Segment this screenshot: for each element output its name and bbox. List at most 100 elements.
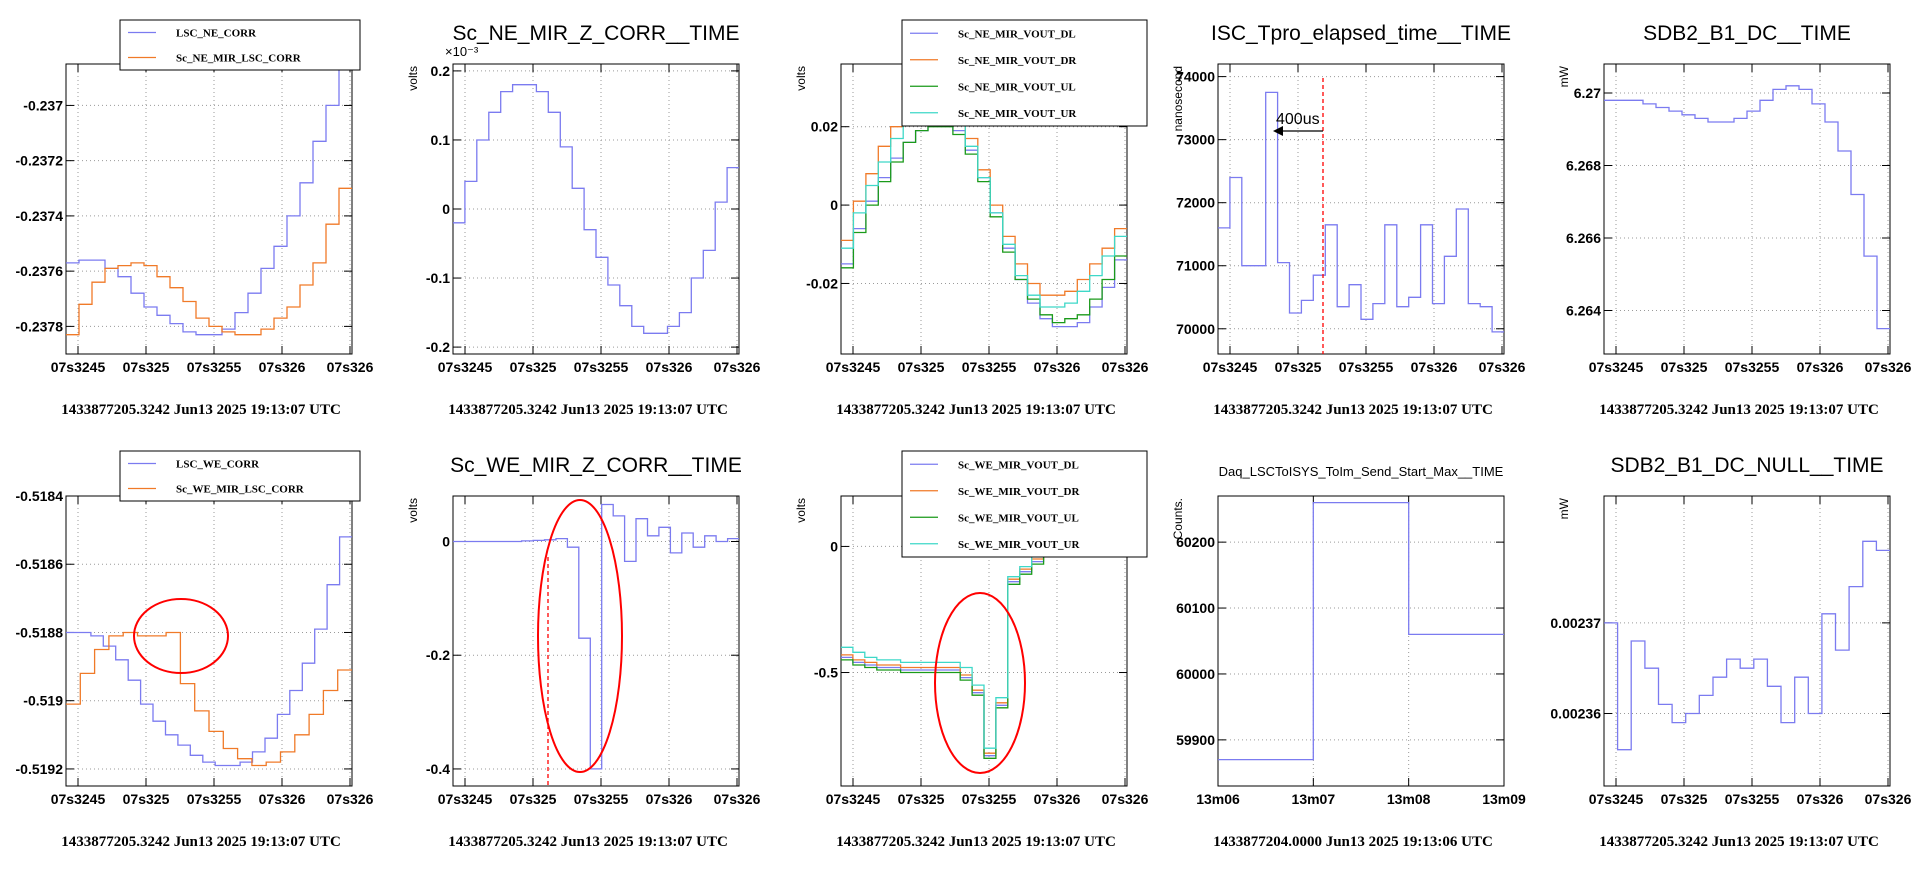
x-tick-label: 07s326 bbox=[714, 359, 761, 375]
x-tick-label: 07s326 bbox=[327, 791, 374, 807]
y-tick-label: 6.264 bbox=[1566, 303, 1601, 319]
y-tick-label: 60000 bbox=[1176, 666, 1215, 682]
x-tick-label: 07s3245 bbox=[826, 359, 881, 375]
y-tick-label: -0.02 bbox=[806, 275, 838, 291]
chart-title: ISC_Tpro_elapsed_time__TIME bbox=[1211, 22, 1511, 45]
legend-box bbox=[901, 450, 1148, 558]
series-group bbox=[1218, 91, 1504, 333]
x-tick-label: 13m09 bbox=[1482, 791, 1526, 807]
x-tick-label: 07s3255 bbox=[574, 791, 629, 807]
chart-title: Sc_WE_MIR_Z_CORR__TIME bbox=[450, 454, 742, 477]
chart-footer: 1433877205.3242 Jun13 2025 19:13:07 UTC bbox=[448, 402, 728, 418]
arrow-head bbox=[1273, 126, 1283, 136]
x-tick-label: 07s3255 bbox=[187, 791, 242, 807]
chart-10: 0.00236 0.00237 07s3245 07s325 07s3255 07s326… bbox=[1550, 454, 1911, 850]
y-tick-label: 0 bbox=[830, 538, 838, 554]
y-tick-label: 0 bbox=[830, 197, 838, 213]
chart-7: -0.4 -0.2 0 07s3245 07s325 07s3255 07s326 07s32… bbox=[406, 454, 761, 850]
y-tick-label: -0.237 bbox=[23, 97, 63, 113]
highlight-ellipse bbox=[133, 598, 229, 674]
x-tick-label: 07s325 bbox=[123, 791, 170, 807]
chart-footer: 1433877205.3242 Jun13 2025 19:13:07 UTC bbox=[1599, 834, 1879, 850]
legend-label: Sc_WE_MIR_VOUT_UL bbox=[958, 512, 1079, 524]
y-tick-label: -0.5192 bbox=[16, 761, 64, 777]
series-group bbox=[1604, 540, 1890, 751]
plot-frame bbox=[1217, 495, 1505, 787]
y-tick-label: -0.2374 bbox=[16, 208, 64, 224]
y-tick-label: -0.2376 bbox=[16, 263, 64, 279]
y-axis-label: volts bbox=[794, 498, 808, 523]
y-tick-label: -0.5188 bbox=[16, 624, 64, 640]
x-tick-label: 13m06 bbox=[1196, 791, 1240, 807]
annotation-400us: 400us bbox=[1273, 78, 1324, 354]
x-tick-label: 07s326 bbox=[1034, 359, 1081, 375]
highlight-ellipse bbox=[934, 592, 1026, 774]
x-tick-label: 07s325 bbox=[510, 359, 557, 375]
y-tick-label: -0.2 bbox=[426, 647, 450, 663]
legend-label: LSC_NE_CORR bbox=[176, 28, 257, 40]
x-tick-label: 07s3245 bbox=[438, 359, 493, 375]
series-group bbox=[66, 64, 352, 336]
x-tick-label: 07s3245 bbox=[1589, 359, 1644, 375]
legend-label: Sc_WE_MIR_LSC_CORR bbox=[176, 484, 305, 496]
y-tick-label: -0.4 bbox=[426, 761, 450, 777]
chart-title: SDB2_B1_DC_NULL__TIME bbox=[1610, 454, 1883, 477]
x-tick-label: 07s326 bbox=[259, 791, 306, 807]
y-tick-label: 70000 bbox=[1176, 321, 1215, 337]
series-group bbox=[453, 84, 739, 334]
chart-8: -0.5 0 07s3245 07s325 07s3255 07s326 07s326 vol… bbox=[794, 450, 1149, 850]
x-tick-label: 07s3245 bbox=[51, 791, 106, 807]
chart-9: 59900 60000 60100 60200 13m06 13m07 13m08 13m09… bbox=[1171, 464, 1526, 850]
chart-4: 70000 71000 72000 73000 74000 07s3245 07s325 07… bbox=[1171, 22, 1526, 418]
x-tick-label: 07s3245 bbox=[1203, 359, 1258, 375]
series-line-blue bbox=[453, 84, 739, 334]
chart-5: 6.264 6.266 6.268 6.27 07s3245 07s325 07s3255 0… bbox=[1557, 22, 1912, 418]
x-tick-label: 07s3245 bbox=[438, 791, 493, 807]
x-tick-label: 13m07 bbox=[1292, 791, 1336, 807]
chart-6: -0.5192 -0.519 -0.5188 -0.5186 -0.5184 07s324… bbox=[16, 450, 374, 850]
x-tick-label: 07s325 bbox=[898, 359, 945, 375]
plot-frame bbox=[452, 495, 740, 787]
chart-footer: 1433877205.3242 Jun13 2025 19:13:07 UTC bbox=[448, 834, 728, 850]
x-tick-label: 07s326 bbox=[1865, 791, 1912, 807]
legend-label: Sc_WE_MIR_VOUT_DR bbox=[958, 486, 1080, 498]
series-group bbox=[66, 536, 352, 767]
legend: Sc_WE_MIR_VOUT_DL Sc_WE_MIR_VOUT_DR Sc_WE_… bbox=[901, 450, 1148, 558]
y-tick-label: -0.2 bbox=[426, 339, 450, 355]
series-group bbox=[453, 503, 739, 770]
y-tick-label: 72000 bbox=[1176, 195, 1215, 211]
chart-3: -0.02 0 0.02 07s3245 07s325 07s3255 07s326 07s3… bbox=[794, 19, 1149, 418]
y-axis-label: Counts. bbox=[1171, 498, 1185, 539]
series-line-blue bbox=[1218, 501, 1504, 761]
x-tick-label: 07s325 bbox=[123, 359, 170, 375]
axis-multiplier: ×10⁻³ bbox=[445, 44, 479, 59]
x-tick-label: 07s326 bbox=[1865, 359, 1912, 375]
legend: LSC_WE_CORR Sc_WE_MIR_LSC_CORR bbox=[119, 450, 361, 502]
y-tick-label: -0.2378 bbox=[16, 318, 64, 334]
y-tick-label: -0.5184 bbox=[16, 488, 64, 504]
x-tick-label: 07s326 bbox=[714, 791, 761, 807]
plot-frame bbox=[1217, 63, 1505, 355]
series-line-blue bbox=[841, 122, 1127, 328]
x-tick-label: 07s3255 bbox=[1339, 359, 1394, 375]
x-tick-label: 07s3255 bbox=[962, 791, 1017, 807]
y-tick-label: 6.266 bbox=[1566, 230, 1601, 246]
y-tick-label: 71000 bbox=[1176, 258, 1215, 274]
chart-2: -0.2 -0.1 0 0.1 0.2 07s3245 07s325 07s3255 07s32… bbox=[406, 22, 761, 418]
series-line-blue bbox=[1604, 85, 1890, 330]
series-line-blue bbox=[66, 64, 340, 336]
x-tick-label: 07s325 bbox=[1661, 791, 1708, 807]
x-tick-label: 07s325 bbox=[898, 791, 945, 807]
x-tick-label: 07s3255 bbox=[187, 359, 242, 375]
series-line-orange bbox=[66, 187, 352, 336]
y-tick-label: -0.5186 bbox=[16, 556, 64, 572]
y-tick-label: 0.2 bbox=[431, 63, 451, 79]
series-line-blue bbox=[66, 536, 352, 767]
chart-footer: 1433877205.3242 Jun13 2025 19:13:07 UTC bbox=[836, 402, 1116, 418]
legend-label: Sc_WE_MIR_VOUT_DL bbox=[958, 459, 1079, 471]
y-tick-label: -0.2372 bbox=[16, 153, 64, 169]
legend-label: Sc_NE_MIR_VOUT_DL bbox=[958, 28, 1076, 40]
plot-frame bbox=[65, 63, 353, 355]
y-tick-label: 6.27 bbox=[1574, 85, 1601, 101]
